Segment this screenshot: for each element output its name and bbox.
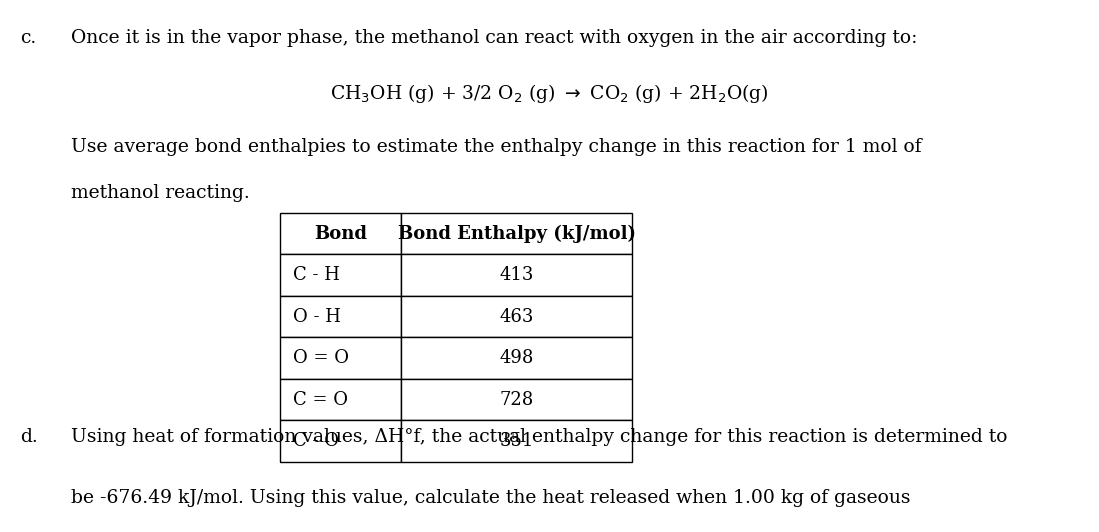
Text: O = O: O = O xyxy=(293,349,349,367)
Bar xyxy=(401,254,632,296)
Text: O - H: O - H xyxy=(293,307,342,326)
Bar xyxy=(401,379,632,420)
Bar xyxy=(401,213,632,254)
Text: CH$_3$OH (g) + 3/2 O$_2$ (g) $\rightarrow$ CO$_2$ (g) + 2H$_2$O(g): CH$_3$OH (g) + 3/2 O$_2$ (g) $\rightarro… xyxy=(330,82,769,105)
Bar xyxy=(280,296,401,337)
Bar xyxy=(401,296,632,337)
Bar xyxy=(280,420,401,462)
Text: c.: c. xyxy=(20,29,36,47)
Text: Once it is in the vapor phase, the methanol can react with oxygen in the air acc: Once it is in the vapor phase, the metha… xyxy=(71,29,918,47)
Bar xyxy=(401,420,632,462)
Text: Use average bond enthalpies to estimate the enthalpy change in this reaction for: Use average bond enthalpies to estimate … xyxy=(71,138,922,156)
Text: C - H: C - H xyxy=(293,266,341,284)
Bar xyxy=(280,213,401,254)
Text: be -676.49 kJ/mol. Using this value, calculate the heat released when 1.00 kg of: be -676.49 kJ/mol. Using this value, cal… xyxy=(71,489,911,508)
Text: d.: d. xyxy=(20,428,37,446)
Bar xyxy=(280,337,401,379)
Text: Using heat of formation values, ΔH°f, the actual enthalpy change for this reacti: Using heat of formation values, ΔH°f, th… xyxy=(71,428,1008,446)
Text: 728: 728 xyxy=(499,390,534,409)
Text: methanol reacting.: methanol reacting. xyxy=(71,184,251,202)
Bar xyxy=(280,379,401,420)
Text: C - O: C - O xyxy=(293,432,340,450)
Text: 498: 498 xyxy=(499,349,534,367)
Text: 413: 413 xyxy=(499,266,534,284)
Bar xyxy=(280,254,401,296)
Bar xyxy=(401,337,632,379)
Text: Bond: Bond xyxy=(314,225,367,243)
Text: C = O: C = O xyxy=(293,390,348,409)
Text: Bond Enthalpy (kJ/mol): Bond Enthalpy (kJ/mol) xyxy=(398,225,635,243)
Text: 463: 463 xyxy=(499,307,534,326)
Text: 351: 351 xyxy=(499,432,534,450)
